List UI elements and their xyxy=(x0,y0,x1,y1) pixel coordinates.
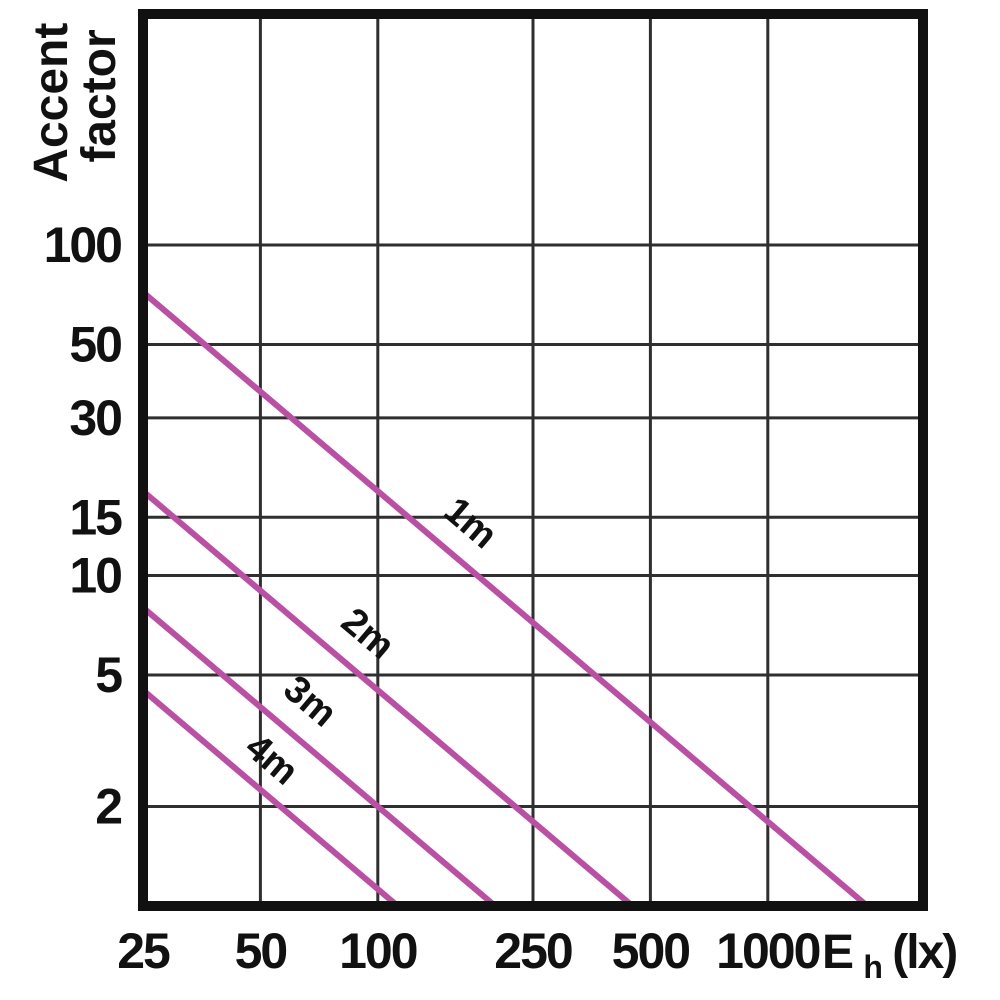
distance-line-3m xyxy=(141,605,498,909)
unit-subscript: h xyxy=(863,949,881,985)
grid-layer xyxy=(143,14,923,906)
y-tick-label-10: 10 xyxy=(69,548,121,604)
y-axis-title-line2: factor xyxy=(73,29,126,162)
x-tick-label-50: 50 xyxy=(235,923,287,979)
y-tick-label-15: 15 xyxy=(69,489,122,545)
y-tick-label-50: 50 xyxy=(69,316,121,372)
distance-line-2m xyxy=(141,488,635,909)
y-tick-label-100: 100 xyxy=(44,217,122,273)
y-tick-label-2: 2 xyxy=(95,779,121,835)
x-tick-label-250: 250 xyxy=(494,923,572,979)
y-tick-label-5: 5 xyxy=(95,647,122,703)
distance-line-4m xyxy=(141,687,400,909)
x-tick-label-1000: 1000 xyxy=(716,923,819,979)
x-axis-unit-label: E h (lx) xyxy=(822,926,956,989)
y-axis-title-line1: Accent xyxy=(25,23,78,183)
x-tick-label-25: 25 xyxy=(117,923,170,979)
y-axis-title: Accent factor xyxy=(25,9,126,182)
unit-symbol: E xyxy=(822,926,853,979)
x-tick-label-500: 500 xyxy=(612,923,690,979)
x-axis-tick-labels: 25 50 100 250 500 1000 xyxy=(117,923,821,979)
y-tick-label-30: 30 xyxy=(69,390,121,446)
unit-suffix: (lx) xyxy=(892,926,956,979)
plot-border xyxy=(138,9,928,911)
distance-line-1m xyxy=(141,289,870,909)
x-tick-label-100: 100 xyxy=(339,923,417,979)
